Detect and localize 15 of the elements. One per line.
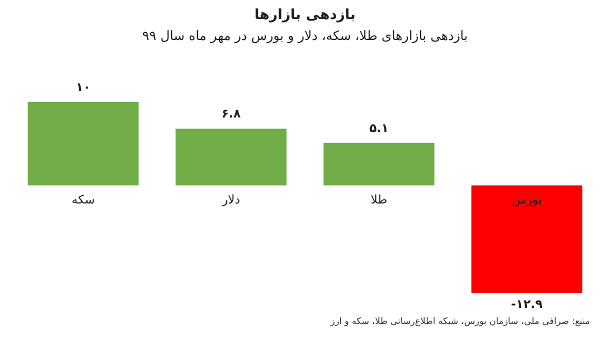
- data-label: -۱۲.۹: [511, 297, 544, 311]
- data-label: ۵.۱: [369, 120, 389, 135]
- bar: [471, 185, 582, 293]
- x-tick-label: سکه: [72, 192, 95, 206]
- bar: [323, 142, 434, 186]
- x-tick-label: دلار: [221, 192, 240, 206]
- chart-subtitle: بازدهی بازارهای طلا، سکه، دلار و بورس در مهر ماه سال ۹۹: [142, 29, 468, 44]
- x-tick-label: بورس: [512, 192, 542, 206]
- text: منبع: صرافی ملی، سازمان بورس، شبکه اطلاع‌رسانی طلا، سکه و ارز: [330, 317, 590, 327]
- data-label: ۶.۸: [221, 106, 242, 121]
- data-label: ۱۰: [76, 80, 91, 94]
- bar: [28, 102, 139, 186]
- x-tick-label: طلا: [370, 192, 388, 206]
- chart-title: بازدهی بازارها: [254, 7, 356, 23]
- bar: [176, 128, 287, 186]
